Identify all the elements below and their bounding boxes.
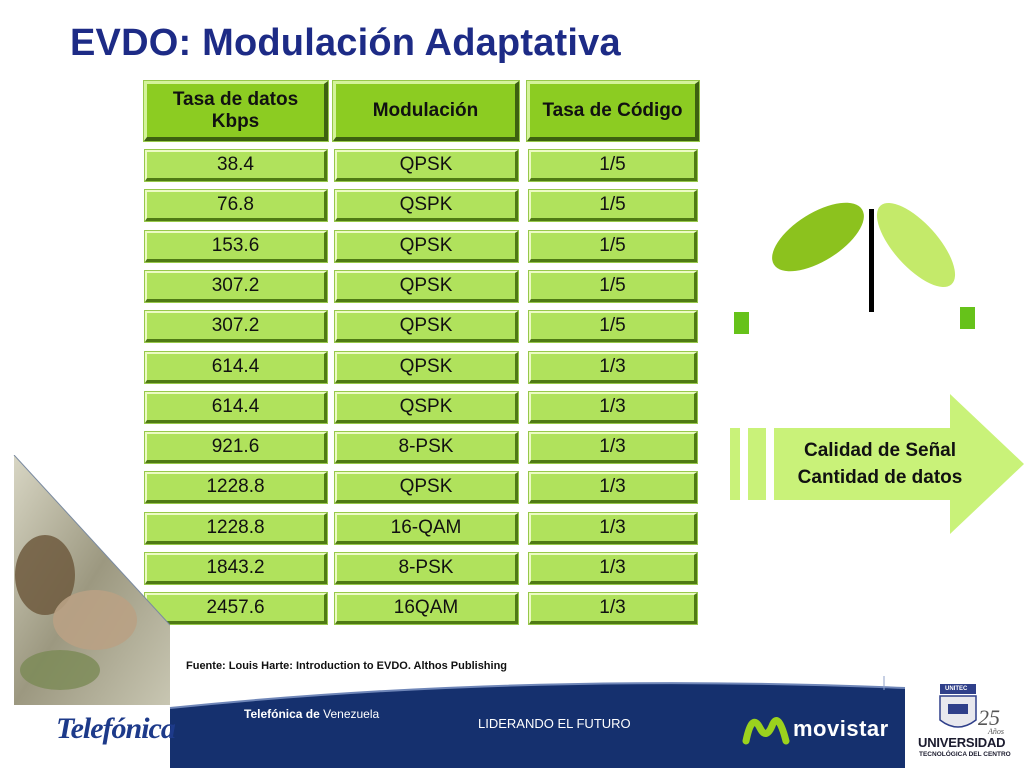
code-rate-cell: 1/3 [529,472,697,504]
modulation-cell: QPSK [335,351,518,383]
university-shield-icon [939,695,977,728]
code-rate-cell: 1/3 [529,593,697,625]
right-small-block [960,307,975,329]
center-stem-bar [869,209,874,312]
code-rate-cell: 1/3 [529,553,697,584]
code-rate-cell: 1/3 [529,432,697,464]
code-rate-cell: 1/5 [529,270,697,302]
data-rate-cell: 1843.2 [145,553,327,584]
movistar-logo-text: movistar [793,716,889,741]
anniversary-number: 25 [978,705,1000,730]
left-leaf-shape [772,202,864,272]
modulation-cell: QSPK [335,190,518,222]
telefonica-logo: Telefónica [56,712,176,745]
arrow-body-shape [774,394,1024,534]
data-rate-cell: 38.4 [145,150,327,181]
data-rate-cell: 153.6 [145,230,327,262]
slide-title: EVDO: Modulación Adaptativa [70,22,621,64]
movistar-m-icon [742,717,790,745]
data-rate-cell: 307.2 [145,270,327,302]
data-rate-cell: 614.4 [145,351,327,383]
right-leaf-shape [876,202,956,288]
university-subtitle: TECNOLÓGICA DEL CENTRO [919,751,1011,758]
header-code-rate: Tasa de Código [527,81,699,141]
arrow-label-signal-quality: Calidad de Señal [803,440,957,461]
footer-slogan: LIDERANDO EL FUTURO [478,716,631,731]
modulation-cell: QPSK [335,150,518,181]
data-rate-cell: 921.6 [145,432,327,464]
code-rate-cell: 1/3 [529,391,697,423]
footer-curve-line [169,682,906,709]
unitec-badge-text: UNITEC [945,686,968,692]
modulation-cell: 16QAM [335,593,518,625]
code-rate-cell: 1/5 [529,311,697,343]
modulation-cell: QPSK [335,311,518,343]
modulation-cell: 16-QAM [335,512,518,544]
data-rate-cell: 1228.8 [145,472,327,504]
arrow-label: Calidad de Señal Cantidad de datos [764,438,996,491]
university-name: UNIVERSIDAD [918,735,1006,750]
photo-image [13,455,170,705]
modulation-cell: 8-PSK [335,553,518,584]
header-modulation: Modulación [333,81,519,141]
signal-plant-graphic [734,202,975,334]
data-rate-cell: 1228.8 [145,512,327,544]
footer-company-rest: Venezuela [319,707,380,721]
arrow-label-data-amount: Cantidad de datos [797,466,963,488]
arrow-tail-bar-1 [730,428,740,500]
data-rate-cell: 614.4 [145,391,327,423]
modulation-cell: QSPK [335,391,518,423]
footer-company-text: Telefónica de Venezuela [244,707,379,721]
source-note: Fuente: Louis Harte: Introduction to EVD… [186,660,508,672]
header-data-rate-line1: Tasa de datos [172,88,299,110]
modulation-cell: QPSK [335,270,518,302]
data-rate-cell: 76.8 [145,190,327,222]
modulation-cell: QPSK [335,230,518,262]
modulation-cell: QPSK [335,472,518,504]
code-rate-cell: 1/3 [529,512,697,544]
data-rate-cell: 307.2 [145,311,327,343]
modulation-cell: 8-PSK [335,432,518,464]
left-small-block [734,312,749,334]
header-data-rate-line2: Kbps [211,110,260,132]
quality-arrow [730,394,1024,534]
header-data-rate: Tasa de datos Kbps [144,81,328,141]
code-rate-cell: 1/5 [529,190,697,222]
decorative-photo [0,455,170,705]
code-rate-cell: 1/5 [529,150,697,181]
footer-company-bold: Telefónica de [244,707,320,721]
code-rate-cell: 1/3 [529,351,697,383]
anniversary-word: Años [988,727,1004,736]
data-rate-cell: 2457.6 [145,593,327,625]
code-rate-cell: 1/5 [529,230,697,262]
arrow-tail-bar-2 [748,428,766,500]
